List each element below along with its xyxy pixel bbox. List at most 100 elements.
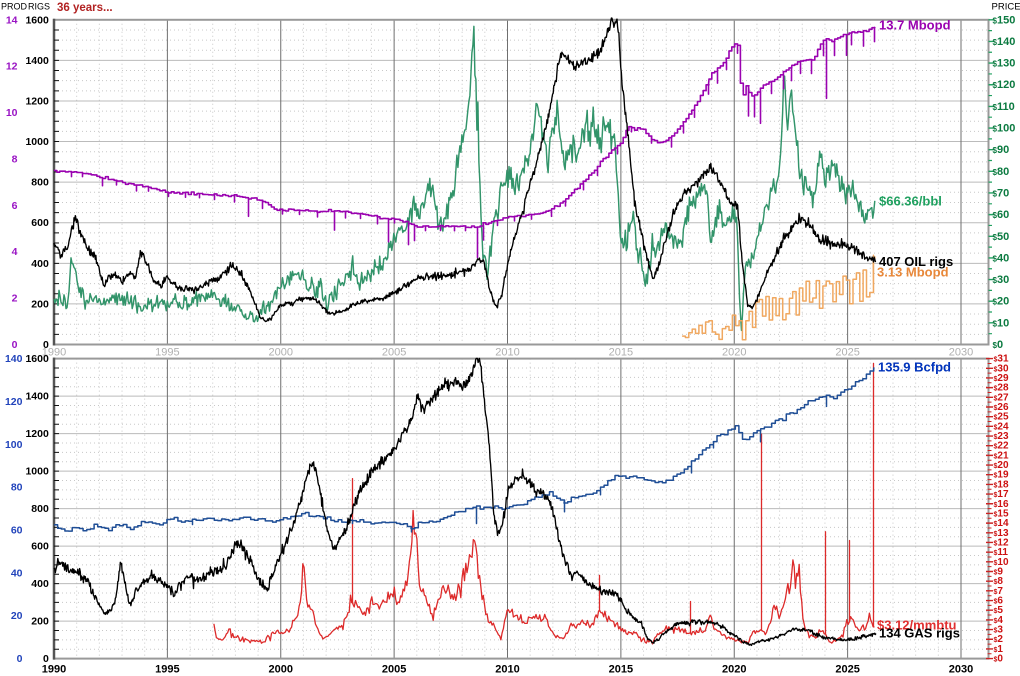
svg-text:14: 14 [6, 14, 18, 26]
svg-text:200: 200 [31, 616, 49, 628]
svg-text:2015: 2015 [609, 347, 633, 359]
svg-text:$5: $5 [994, 605, 1004, 616]
svg-text:$22: $22 [994, 441, 1009, 452]
svg-text:$60: $60 [993, 209, 1010, 221]
svg-text:8: 8 [12, 153, 18, 165]
svg-text:$80: $80 [993, 166, 1010, 178]
svg-text:$30: $30 [993, 274, 1010, 286]
svg-text:100: 100 [5, 439, 23, 451]
svg-text:$26: $26 [994, 402, 1009, 413]
svg-text:$21: $21 [994, 450, 1009, 461]
svg-text:120: 120 [5, 396, 23, 408]
svg-text:2000: 2000 [269, 664, 293, 676]
svg-text:80: 80 [11, 482, 23, 494]
svg-text:$6: $6 [994, 596, 1004, 607]
svg-text:$12: $12 [994, 538, 1009, 549]
svg-text:$40: $40 [993, 252, 1010, 264]
svg-text:$140: $140 [993, 36, 1016, 48]
svg-text:$20: $20 [993, 296, 1010, 308]
svg-text:13.7 Mbopd: 13.7 Mbopd [879, 18, 951, 33]
svg-text:$70: $70 [993, 188, 1010, 200]
svg-text:600: 600 [31, 217, 49, 229]
svg-text:$16: $16 [994, 499, 1009, 510]
svg-text:$11: $11 [994, 547, 1009, 558]
svg-text:$9: $9 [994, 567, 1004, 578]
svg-text:2020: 2020 [722, 664, 746, 676]
svg-text:800: 800 [31, 503, 49, 515]
svg-text:1400: 1400 [25, 55, 49, 67]
svg-text:36 years...: 36 years... [57, 2, 113, 14]
svg-text:$3: $3 [994, 625, 1004, 636]
svg-text:2025: 2025 [835, 347, 859, 359]
svg-text:0: 0 [43, 339, 49, 351]
svg-text:$19: $19 [994, 470, 1009, 481]
svg-text:400: 400 [31, 258, 49, 270]
svg-text:2030: 2030 [949, 347, 973, 359]
svg-text:1600: 1600 [25, 14, 49, 26]
svg-text:$100: $100 [993, 123, 1016, 135]
svg-text:2010: 2010 [495, 347, 519, 359]
svg-text:1200: 1200 [25, 428, 49, 440]
svg-text:$0: $0 [993, 339, 1004, 351]
svg-text:$2: $2 [994, 634, 1004, 645]
svg-text:$20: $20 [994, 460, 1009, 471]
svg-text:$120: $120 [993, 79, 1016, 91]
svg-text:$29: $29 [994, 373, 1009, 384]
svg-text:$15: $15 [994, 508, 1009, 519]
svg-text:2005: 2005 [382, 664, 406, 676]
svg-text:20: 20 [11, 610, 23, 622]
svg-text:0: 0 [43, 653, 49, 665]
svg-text:1200: 1200 [25, 95, 49, 107]
svg-text:$150: $150 [993, 14, 1016, 26]
svg-text:600: 600 [31, 541, 49, 553]
svg-text:135.9 Bcfpd: 135.9 Bcfpd [878, 360, 951, 375]
svg-text:$28: $28 [994, 383, 1009, 394]
svg-text:134 GAS rigs: 134 GAS rigs [879, 626, 960, 641]
svg-text:$31: $31 [994, 354, 1009, 365]
svg-text:$8: $8 [994, 576, 1004, 587]
svg-text:$13: $13 [994, 528, 1009, 539]
svg-text:800: 800 [31, 177, 49, 189]
svg-text:$10: $10 [994, 557, 1009, 568]
svg-text:$3.12/mmbtu: $3.12/mmbtu [877, 618, 957, 633]
svg-text:1600: 1600 [25, 353, 49, 365]
svg-text:$25: $25 [994, 412, 1009, 423]
svg-text:$110: $110 [993, 101, 1015, 113]
svg-text:$90: $90 [993, 144, 1010, 156]
svg-text:PRICE: PRICE [992, 2, 1020, 13]
svg-text:$30: $30 [994, 363, 1009, 374]
svg-text:1000: 1000 [25, 136, 49, 148]
svg-text:140: 140 [5, 353, 23, 365]
svg-text:2030: 2030 [949, 664, 973, 676]
svg-text:3.13 Mbopd: 3.13 Mbopd [877, 265, 949, 280]
svg-text:$23: $23 [994, 431, 1009, 442]
svg-text:1995: 1995 [155, 664, 179, 676]
svg-text:1400: 1400 [25, 391, 49, 403]
svg-text:$1: $1 [994, 644, 1004, 655]
svg-text:40: 40 [11, 567, 23, 579]
svg-text:$4: $4 [994, 615, 1004, 626]
svg-text:$27: $27 [994, 392, 1009, 403]
svg-text:2005: 2005 [382, 347, 406, 359]
svg-text:$130: $130 [993, 58, 1016, 70]
svg-text:60: 60 [11, 525, 23, 537]
svg-text:2015: 2015 [609, 664, 633, 676]
svg-text:$7: $7 [994, 586, 1004, 597]
svg-text:$18: $18 [994, 479, 1009, 490]
svg-text:$24: $24 [994, 421, 1009, 432]
svg-text:0: 0 [12, 339, 18, 351]
svg-text:4: 4 [12, 246, 18, 258]
svg-text:2000: 2000 [269, 347, 293, 359]
svg-text:1990: 1990 [42, 347, 66, 359]
svg-text:RIGS: RIGS [28, 2, 50, 12]
svg-text:$0: $0 [994, 654, 1004, 665]
svg-text:$50: $50 [993, 231, 1010, 243]
svg-text:2020: 2020 [722, 347, 746, 359]
svg-text:1000: 1000 [25, 466, 49, 478]
svg-text:2: 2 [12, 293, 18, 305]
svg-text:PROD: PROD [1, 2, 28, 12]
svg-text:12: 12 [6, 61, 18, 73]
svg-text:2025: 2025 [835, 664, 859, 676]
svg-text:$10: $10 [993, 317, 1010, 329]
svg-text:10: 10 [6, 107, 18, 119]
